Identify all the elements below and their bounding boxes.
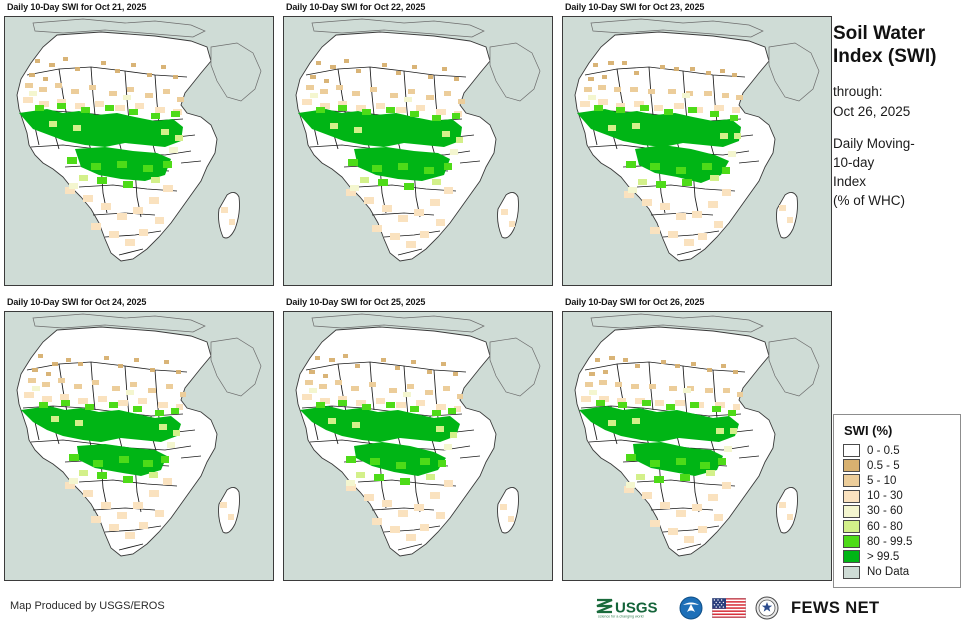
index-description-block: Daily Moving- 10-day Index (% of WHC) bbox=[833, 134, 967, 211]
legend-label: > 99.5 bbox=[867, 550, 900, 563]
legend-label: 30 - 60 bbox=[867, 505, 903, 518]
page-title-line2: Index (SWI) bbox=[833, 46, 937, 68]
map-panel[interactable]: Daily 10-Day SWI for Oct 23, 2025 bbox=[562, 2, 834, 291]
legend-label: 60 - 80 bbox=[867, 520, 903, 533]
legend-item: 10 - 30 bbox=[843, 489, 954, 504]
map-canvas[interactable] bbox=[4, 16, 274, 286]
africa-swi-map bbox=[284, 17, 552, 285]
map-canvas[interactable] bbox=[283, 16, 553, 286]
desc-line-4: (% of WHC) bbox=[833, 193, 905, 209]
africa-swi-map bbox=[5, 17, 273, 285]
panel-title: Daily 10-Day SWI for Oct 24, 2025 bbox=[7, 297, 147, 307]
legend-swatch bbox=[843, 459, 860, 473]
map-credit: Map Produced by USGS/EROS bbox=[10, 600, 165, 612]
legend-label: 0.5 - 5 bbox=[867, 459, 900, 472]
svg-text:USGS: USGS bbox=[615, 600, 658, 617]
title-sidebar: Soil Water Index (SWI) through: Oct 26, … bbox=[833, 22, 967, 223]
map-canvas[interactable] bbox=[283, 311, 553, 581]
noaa-logo bbox=[679, 596, 703, 620]
usa-flag-logo bbox=[712, 598, 746, 618]
map-panel[interactable]: Daily 10-Day SWI for Oct 21, 2025 bbox=[4, 2, 276, 291]
legend-title: SWI (%) bbox=[844, 423, 893, 438]
legend-item: 80 - 99.5 bbox=[843, 534, 954, 549]
legend-label: 0 - 0.5 bbox=[867, 444, 900, 457]
panel-title: Daily 10-Day SWI for Oct 25, 2025 bbox=[286, 297, 426, 307]
legend-swatch bbox=[843, 565, 860, 579]
map-panel[interactable]: Daily 10-Day SWI for Oct 24, 2025 bbox=[4, 297, 276, 586]
africa-swi-map bbox=[563, 17, 831, 285]
legend: SWI (%) 0 - 0.5 0.5 - 5 5 - 10 10 - 30 30 - … bbox=[833, 414, 961, 588]
fews-net-wordmark: FEWS NET bbox=[791, 598, 880, 617]
map-panel[interactable]: Daily 10-Day SWI for Oct 22, 2025 bbox=[283, 2, 555, 291]
legend-item: 0 - 0.5 bbox=[843, 443, 954, 458]
legend-item: 5 - 10 bbox=[843, 473, 954, 488]
panel-title: Daily 10-Day SWI for Oct 23, 2025 bbox=[565, 2, 705, 12]
agency-logos: USGS science for a changing world bbox=[596, 595, 879, 621]
map-canvas[interactable] bbox=[562, 16, 832, 286]
page-title-line1: Soil Water bbox=[833, 23, 926, 44]
legend-swatch bbox=[843, 520, 860, 534]
through-date: Oct 26, 2025 bbox=[833, 103, 911, 119]
legend-swatch bbox=[843, 535, 860, 549]
svg-text:science for a changing world: science for a changing world bbox=[598, 615, 644, 619]
africa-swi-map bbox=[5, 312, 273, 580]
legend-label: 80 - 99.5 bbox=[867, 535, 913, 548]
legend-item: > 99.5 bbox=[843, 549, 954, 564]
legend-items: 0 - 0.5 0.5 - 5 5 - 10 10 - 30 30 - 60 60 - 8… bbox=[843, 443, 954, 580]
desc-line-2: 10-day bbox=[833, 154, 875, 170]
legend-swatch bbox=[843, 550, 860, 564]
map-canvas[interactable] bbox=[4, 311, 274, 581]
legend-label: 10 - 30 bbox=[867, 490, 903, 503]
legend-swatch bbox=[843, 444, 860, 458]
panel-title: Daily 10-Day SWI for Oct 21, 2025 bbox=[7, 2, 147, 12]
map-canvas[interactable] bbox=[562, 311, 832, 581]
panel-title: Daily 10-Day SWI for Oct 26, 2025 bbox=[565, 297, 705, 307]
through-date-block: through: Oct 26, 2025 bbox=[833, 82, 967, 120]
legend-item: No Data bbox=[843, 565, 954, 580]
desc-line-1: Daily Moving- bbox=[833, 135, 915, 151]
legend-swatch bbox=[843, 489, 860, 503]
legend-item: 30 - 60 bbox=[843, 504, 954, 519]
usaid-state-seal-logo bbox=[755, 596, 779, 620]
legend-label: No Data bbox=[867, 566, 910, 579]
map-panel[interactable]: Daily 10-Day SWI for Oct 26, 2025 bbox=[562, 297, 834, 586]
legend-swatch bbox=[843, 474, 860, 488]
panel-title: Daily 10-Day SWI for Oct 22, 2025 bbox=[286, 2, 426, 12]
africa-swi-map bbox=[284, 312, 552, 580]
usgs-logo: USGS science for a changing world bbox=[596, 598, 658, 619]
desc-line-3: Index bbox=[833, 173, 867, 189]
legend-item: 60 - 80 bbox=[843, 519, 954, 534]
legend-swatch bbox=[843, 504, 860, 518]
map-panel[interactable]: Daily 10-Day SWI for Oct 25, 2025 bbox=[283, 297, 555, 586]
through-label: through: bbox=[833, 84, 883, 100]
legend-label: 5 - 10 bbox=[867, 474, 897, 487]
africa-swi-map bbox=[563, 312, 831, 580]
map-panel-grid: Daily 10-Day SWI for Oct 21, 2025 Daily … bbox=[4, 2, 832, 594]
legend-item: 0.5 - 5 bbox=[843, 458, 954, 473]
page-title: Soil Water Index (SWI) bbox=[833, 22, 967, 68]
